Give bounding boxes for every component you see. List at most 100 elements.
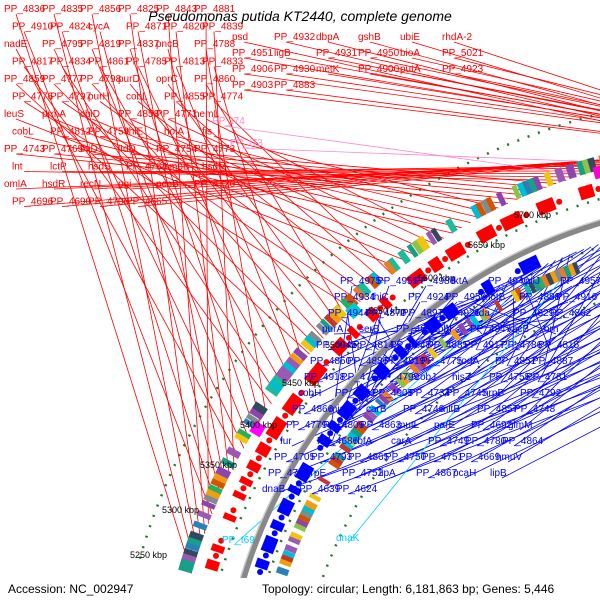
forward-gene-label: PP_4861 bbox=[88, 57, 130, 68]
forward-gene-label: hsdS bbox=[88, 162, 111, 173]
leader-line bbox=[359, 349, 600, 463]
leader-line bbox=[377, 280, 600, 415]
reverse-gene-label: PP_4829 bbox=[513, 308, 555, 319]
reverse-gene-label: PP_4863 bbox=[360, 420, 402, 431]
reverse-gene-label: PP_4926 bbox=[396, 324, 438, 335]
forward-gene-label: bioA bbox=[400, 48, 420, 59]
leader-line bbox=[369, 41, 600, 106]
leader-line bbox=[53, 83, 317, 347]
cog-bar-outer bbox=[357, 281, 372, 297]
leader-line bbox=[129, 118, 427, 251]
leader-line bbox=[23, 101, 354, 310]
reverse-gene bbox=[254, 557, 270, 571]
cog-bar-outer bbox=[516, 182, 528, 198]
cog-bar-outer bbox=[480, 198, 492, 215]
forward-gene-label: PP_4824 bbox=[50, 22, 92, 33]
cog-bar-outer bbox=[207, 483, 223, 495]
forward-gene-label: PP_4860 bbox=[194, 74, 236, 85]
cog-bar-outer bbox=[470, 203, 483, 220]
forward-gene-label: psd bbox=[232, 32, 248, 43]
forward-gene-label: PP_4797 bbox=[50, 92, 92, 103]
leader-line bbox=[129, 83, 331, 332]
cog-bar-outer bbox=[411, 239, 425, 255]
reverse-gene-label: PP_4925 bbox=[439, 308, 481, 319]
reverse-gene-label: PP_4959 bbox=[445, 292, 487, 303]
cog-bar-inner bbox=[531, 278, 543, 292]
cog-bar-inner bbox=[481, 307, 492, 320]
tick-label: 5500 kbp bbox=[325, 340, 362, 350]
forward-gene-label: leuS bbox=[4, 109, 24, 120]
cog-bar-outer bbox=[185, 541, 201, 552]
forward-gene bbox=[475, 223, 498, 244]
reverse-gene-label: mutL bbox=[397, 420, 420, 431]
forward-gene-arrow bbox=[240, 485, 247, 492]
cog-bar-inner bbox=[558, 266, 569, 280]
accession-text: Accession: NC_002947 bbox=[8, 582, 134, 596]
forward-gene-label: PP_4906 bbox=[232, 64, 274, 75]
cog-bar-outer bbox=[319, 318, 334, 332]
leader-line bbox=[411, 73, 600, 111]
reverse-gene-arrow bbox=[337, 417, 343, 423]
cog-bar-inner bbox=[572, 261, 581, 275]
cog-bar-outer bbox=[445, 217, 458, 234]
reverse-gene-label: PP_4955 bbox=[377, 276, 419, 287]
cog-bar-inner bbox=[308, 492, 322, 503]
cog-bar-outer bbox=[406, 243, 419, 258]
forward-gene-label: PP_4765 bbox=[42, 144, 84, 155]
cog-bar-outer bbox=[225, 446, 242, 459]
reverse-gene-arrow bbox=[317, 444, 324, 451]
forward-gene-label: hsdR bbox=[42, 179, 65, 190]
cog-bar-inner bbox=[344, 434, 358, 447]
reverse-gene-label: PP_4707 bbox=[268, 468, 310, 479]
tick-label: 5450 kbp bbox=[282, 378, 319, 388]
forward-gene-label: PP_4910 bbox=[12, 22, 54, 33]
cog-bar-outer bbox=[532, 175, 543, 191]
leader-line bbox=[61, 171, 577, 178]
forward-gene-label: thiD bbox=[80, 144, 98, 155]
forward-gene-label: PP_4798 bbox=[80, 74, 122, 85]
cog-bar-inner bbox=[412, 358, 426, 372]
reverse-gene-label: lipB bbox=[490, 468, 507, 479]
leader-line bbox=[327, 73, 600, 118]
tick-label: 5350 kbp bbox=[200, 460, 237, 470]
cog-bar-inner bbox=[394, 375, 408, 389]
reverse-gene-label: PP_4944 bbox=[328, 308, 370, 319]
leader-line bbox=[99, 31, 221, 496]
reverse-gene-label: glmM bbox=[508, 420, 532, 431]
reverse-gene-label: PP_4749 bbox=[428, 436, 470, 447]
leader-line bbox=[243, 73, 600, 124]
reverse-gene-label: PP_4847 bbox=[470, 324, 512, 335]
reverse-gene bbox=[260, 534, 279, 555]
forward-gene-label: cbiD bbox=[80, 109, 100, 120]
cog-bar-outer bbox=[278, 365, 294, 379]
cog-bar-outer bbox=[388, 257, 401, 272]
leader-line bbox=[453, 41, 600, 91]
cog-bar-inner bbox=[289, 531, 303, 541]
reverse-gene bbox=[287, 483, 302, 497]
reverse-gene-label: carA bbox=[391, 436, 412, 447]
leader-line bbox=[23, 31, 213, 515]
leader-line bbox=[99, 66, 284, 388]
forward-gene-arrow bbox=[442, 256, 449, 262]
reverse-gene-label: PP_4917 bbox=[464, 340, 506, 351]
reverse-gene bbox=[423, 315, 443, 335]
reverse-gene-label: PP_4924 bbox=[408, 292, 450, 303]
gene-features bbox=[178, 155, 600, 598]
leader-line bbox=[411, 57, 600, 102]
reverse-gene bbox=[316, 433, 333, 449]
cog-bar-outer bbox=[323, 313, 338, 328]
cog-bar-inner bbox=[477, 309, 488, 323]
leader-line bbox=[297, 284, 600, 431]
cog-bar-inner bbox=[415, 356, 427, 369]
cog-bar-outer bbox=[201, 499, 216, 510]
leader-line bbox=[327, 57, 600, 112]
leader-line bbox=[347, 271, 569, 544]
tick-label: 5550 kbp bbox=[368, 306, 405, 316]
forward-gene-arrow bbox=[218, 537, 225, 544]
forward-gene-label: PP_4900 bbox=[358, 64, 400, 75]
cog-bar-outer bbox=[397, 249, 411, 265]
forward-gene-label: PP_4813 bbox=[164, 57, 206, 68]
leader-line bbox=[507, 406, 600, 463]
cog-bar-outer bbox=[192, 520, 208, 531]
cog-bar-inner bbox=[341, 439, 355, 450]
